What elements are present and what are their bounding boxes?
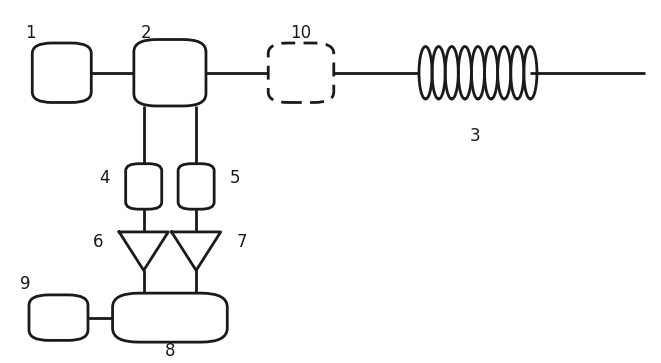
Text: 10: 10	[290, 24, 311, 41]
FancyBboxPatch shape	[134, 40, 206, 106]
Polygon shape	[172, 232, 221, 270]
Text: 8: 8	[165, 342, 175, 360]
Text: 7: 7	[237, 233, 247, 252]
FancyBboxPatch shape	[112, 293, 227, 342]
FancyBboxPatch shape	[178, 164, 214, 209]
Text: 6: 6	[93, 233, 103, 252]
Text: 4: 4	[99, 169, 110, 187]
Text: 5: 5	[230, 169, 241, 187]
Text: 9: 9	[20, 276, 31, 293]
Polygon shape	[119, 232, 169, 270]
Text: 1: 1	[25, 24, 36, 41]
Text: 2: 2	[140, 24, 151, 41]
FancyBboxPatch shape	[29, 295, 88, 340]
FancyBboxPatch shape	[32, 43, 91, 102]
Text: 3: 3	[469, 127, 480, 145]
FancyBboxPatch shape	[268, 43, 334, 102]
FancyBboxPatch shape	[126, 164, 162, 209]
